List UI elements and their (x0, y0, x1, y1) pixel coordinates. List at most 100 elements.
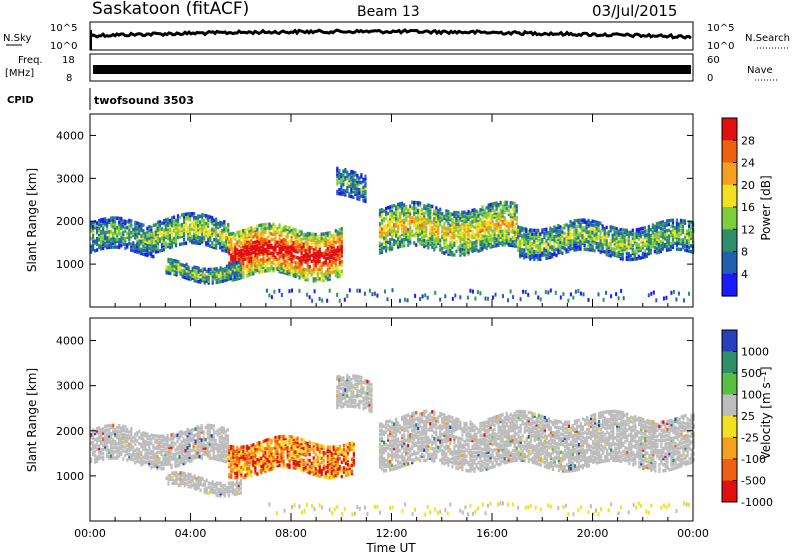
data-cell (421, 240, 424, 244)
data-cell (378, 245, 382, 249)
data-cell (160, 233, 164, 237)
data-cell (495, 236, 498, 240)
data-cell (413, 216, 416, 220)
data-cell (207, 222, 210, 226)
data-cell (104, 424, 107, 429)
data-cell (485, 238, 488, 243)
data-cell (617, 252, 620, 257)
nave-bottom-tick: 0 (707, 73, 713, 84)
data-cell (603, 250, 606, 254)
data-cell (230, 241, 233, 246)
data-cell (235, 272, 238, 277)
data-cell (248, 259, 251, 264)
data-cell (228, 444, 231, 448)
data-cell (230, 261, 233, 265)
data-cell (387, 206, 390, 210)
data-cell (457, 236, 460, 240)
data-cell (196, 445, 199, 449)
data-cell (457, 222, 460, 226)
data-cell (397, 229, 400, 234)
data-cell (262, 248, 265, 252)
data-cell (332, 251, 335, 255)
data-cell (429, 231, 432, 235)
data-cell (300, 238, 303, 242)
data-cell (423, 215, 426, 220)
data-cell (215, 230, 218, 235)
data-cell (148, 441, 151, 445)
data-cell (663, 237, 667, 241)
data-cell (493, 228, 496, 233)
data-cell (471, 208, 474, 213)
data-cell (178, 242, 182, 247)
data-cell (385, 235, 388, 240)
data-cell (597, 242, 600, 246)
data-cell (140, 456, 143, 461)
data-cell (401, 207, 404, 211)
data-cell (210, 444, 213, 448)
data-cell (415, 216, 418, 220)
data-cell (651, 240, 654, 245)
data-cell (104, 219, 107, 223)
data-cell (140, 450, 143, 455)
data-cell (489, 214, 492, 218)
data-cell (419, 216, 422, 221)
data-cell (643, 230, 646, 234)
data-cell (191, 272, 194, 276)
data-cell (192, 444, 195, 448)
data-cell (132, 454, 135, 458)
data-cell (575, 234, 578, 238)
data-cell (284, 246, 287, 250)
data-cell (90, 250, 93, 254)
data-cell (617, 229, 620, 233)
data-cell (383, 236, 386, 240)
data-cell (389, 214, 392, 219)
data-cell (217, 270, 220, 275)
data-cell (454, 293, 457, 298)
data-cell (387, 223, 390, 227)
data-cell (437, 237, 440, 242)
data-cell (244, 251, 247, 255)
data-cell (193, 225, 196, 229)
data-cell (445, 232, 448, 236)
data-cell (541, 241, 544, 246)
data-cell (176, 435, 179, 439)
data-cell (320, 263, 323, 267)
data-cell (324, 262, 327, 267)
data-cell (194, 449, 197, 454)
data-cell (110, 442, 113, 446)
data-cell (210, 448, 213, 452)
data-cell (587, 232, 590, 236)
data-cell (150, 455, 153, 460)
data-cell (499, 225, 502, 230)
data-cell (292, 245, 295, 249)
data-cell (511, 207, 514, 211)
data-cell (415, 210, 418, 214)
data-cell (409, 212, 412, 216)
data-cell (90, 459, 93, 464)
data-cell (401, 244, 404, 248)
data-cell (282, 237, 285, 242)
data-cell (597, 223, 600, 227)
data-cell (300, 259, 303, 263)
data-cell (653, 249, 656, 254)
data-cell (204, 438, 207, 442)
data-cell (278, 240, 281, 245)
data-cell (503, 243, 506, 247)
data-cell (453, 233, 456, 238)
data-cell (185, 272, 188, 276)
data-cell (417, 220, 420, 224)
data-cell (559, 232, 562, 237)
data-cell (397, 222, 400, 226)
data-cell (433, 246, 436, 250)
data-cell (250, 257, 253, 261)
data-cell (207, 239, 210, 244)
data-cell (126, 225, 129, 230)
data-cell (391, 220, 394, 224)
data-cell (346, 174, 349, 178)
data-cell (268, 243, 271, 248)
data-cell (98, 245, 101, 250)
data-cell (264, 247, 267, 252)
data-cell (215, 267, 218, 271)
data-cell (219, 275, 222, 280)
data-cell (188, 453, 191, 457)
